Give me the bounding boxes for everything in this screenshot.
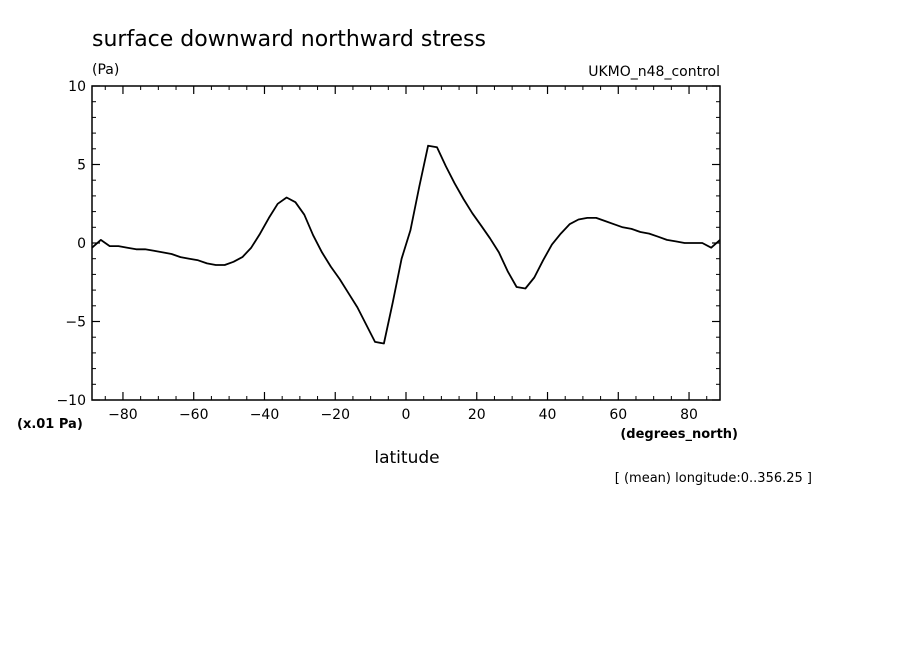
y-scale-label: (x.01 Pa) [17,417,83,432]
y-tick-label: 0 [77,236,86,252]
plot-area: −80 −60 −40 −20 0 20 40 60 80 −10 −5 0 5 10 [56,79,721,423]
x-axis-label: latitude [374,448,439,468]
x-tick-label: 20 [468,407,486,423]
x-tick-label: 80 [680,407,698,423]
y-tick-label: −5 [65,315,86,331]
x-tick-label: 40 [539,407,557,423]
x-tick-label: −60 [179,407,209,423]
y-tick-label: −10 [56,393,86,409]
footnote: [ (mean) longitude:0..356.25 ] [615,471,812,486]
chart-title: surface downward northward stress [92,27,486,52]
x-units-label: (degrees_north) [620,427,738,442]
x-tick-label: −40 [250,407,280,423]
dataset-label: UKMO_n48_control [588,64,720,80]
x-tick-label: −20 [320,407,350,423]
units-label: (Pa) [92,62,119,78]
x-tick-label: 0 [402,407,411,423]
y-tick-label: 10 [68,79,86,95]
y-tick-label: 5 [77,158,86,174]
x-tick-label: 60 [609,407,627,423]
x-tick-label: −80 [108,407,138,423]
series-line [91,144,721,345]
